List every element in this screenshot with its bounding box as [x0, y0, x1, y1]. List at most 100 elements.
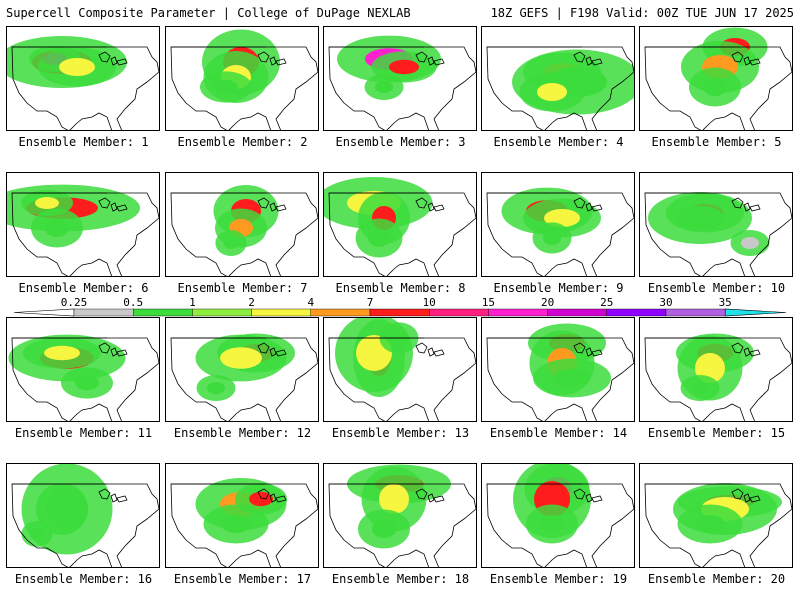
us-coastline: [486, 192, 634, 276]
member-map-panel: [481, 26, 635, 131]
scp-field-core: [741, 237, 759, 249]
colorbar-tick-label: 0.25: [61, 296, 88, 309]
colorbar: 0.25 0.5 1 2 4 7 10 15 20 25 30 35: [13, 296, 787, 317]
great-lakes: [731, 488, 761, 503]
member-map: [328, 318, 476, 421]
member-label: Ensemble Member: 13: [331, 426, 470, 440]
great-lakes: [415, 51, 445, 66]
member-label: Ensemble Member: 11: [14, 426, 153, 440]
us-coastline: [170, 483, 318, 567]
colorbar-swatch: [665, 308, 726, 317]
great-lakes: [98, 51, 128, 66]
scp-field-core: [540, 515, 564, 533]
scp-field-core: [75, 375, 99, 391]
great-lakes: [573, 488, 603, 503]
run-info: 18Z GEFS | F198 Valid: 00Z TUE JUN 17 20…: [490, 6, 794, 20]
member-label: Ensemble Member: 19: [489, 572, 628, 586]
us-coastline: [644, 192, 792, 276]
scp-field-core: [45, 219, 69, 237]
scp-field-core: [676, 206, 724, 230]
us-coastline: [11, 46, 159, 130]
member-label: Ensemble Member: 18: [331, 572, 470, 586]
member-map: [644, 333, 792, 421]
member-label: Ensemble Member: 6: [18, 281, 149, 295]
member-label: Ensemble Member: 9: [493, 281, 624, 295]
colorbar-swatch: [192, 308, 252, 317]
colorbar-swatch: [488, 308, 548, 317]
us-coastline: [11, 192, 159, 276]
great-lakes: [257, 488, 287, 503]
scp-field-core: [207, 382, 225, 394]
great-lakes: [415, 342, 445, 357]
scp-field-core: [214, 79, 238, 95]
scp-field-core: [46, 488, 88, 530]
member-map-panel: [323, 26, 477, 131]
scp-field-core: [59, 58, 95, 76]
member-map-panel: [323, 317, 477, 422]
scp-field-core: [389, 59, 419, 75]
colorbar-tick-label: 30: [659, 296, 672, 309]
us-coastline: [328, 483, 476, 567]
member-map-panel: [639, 172, 793, 277]
member-map: [170, 333, 318, 421]
us-coastline: [328, 337, 476, 421]
member-map: [328, 464, 476, 567]
member-map: [8, 334, 159, 421]
colorbar-right-arrow: [724, 308, 787, 317]
great-lakes: [415, 197, 445, 212]
member-map: [170, 29, 318, 130]
member-map: [328, 35, 476, 130]
great-lakes: [731, 197, 761, 212]
member-map: [324, 177, 476, 276]
member-map-panel: [639, 26, 793, 131]
member-label: Ensemble Member: 15: [647, 426, 786, 440]
great-lakes: [257, 197, 287, 212]
member-map-panel: [165, 463, 319, 568]
scp-field-core: [695, 515, 725, 533]
us-coastline: [11, 483, 159, 567]
us-coastline: [644, 483, 792, 567]
member-map-panel: [6, 26, 160, 131]
great-lakes: [573, 51, 603, 66]
member-label: Ensemble Member: 20: [647, 572, 786, 586]
member-label: Ensemble Member: 3: [335, 135, 466, 149]
scp-field-core: [35, 197, 59, 209]
member-label: Ensemble Member: 14: [489, 426, 628, 440]
colorbar-tick-label: 1: [189, 296, 196, 309]
us-coastline: [170, 192, 318, 276]
great-lakes: [98, 488, 128, 503]
colorbar-swatch: [606, 308, 667, 317]
great-lakes: [98, 342, 128, 357]
scp-field-core: [372, 520, 396, 538]
member-map-panel: [639, 463, 793, 568]
scp-field-core: [703, 78, 727, 96]
colorbar-left-arrow: [13, 308, 75, 317]
great-lakes: [731, 342, 761, 357]
member-map: [7, 36, 159, 130]
colorbar-swatch: [251, 308, 312, 317]
member-label: Ensemble Member: 12: [173, 426, 312, 440]
colorbar-swatch: [73, 308, 134, 317]
member-label: Ensemble Member: 1: [18, 135, 149, 149]
colorbar-tick-label: 7: [367, 296, 374, 309]
us-coastline: [486, 483, 634, 567]
member-map-panel: [165, 26, 319, 131]
great-lakes: [257, 51, 287, 66]
scp-field-core: [554, 369, 590, 387]
colorbar-tick-label: 0.5: [123, 296, 143, 309]
member-label: Ensemble Member: 16: [14, 572, 153, 586]
member-map: [644, 27, 792, 130]
member-label: Ensemble Member: 2: [177, 135, 308, 149]
us-coastline: [170, 46, 318, 130]
great-lakes: [257, 342, 287, 357]
colorbar-swatch: [310, 308, 371, 317]
scp-field-core: [223, 237, 239, 249]
member-map-panel: [481, 317, 635, 422]
colorbar-swatch: [547, 308, 607, 317]
colorbar-swatch: [429, 308, 489, 317]
scp-field-core: [44, 345, 80, 361]
great-lakes: [731, 51, 761, 66]
scp-field-core: [368, 229, 390, 247]
member-map: [170, 478, 318, 567]
scp-field-core: [221, 515, 251, 533]
